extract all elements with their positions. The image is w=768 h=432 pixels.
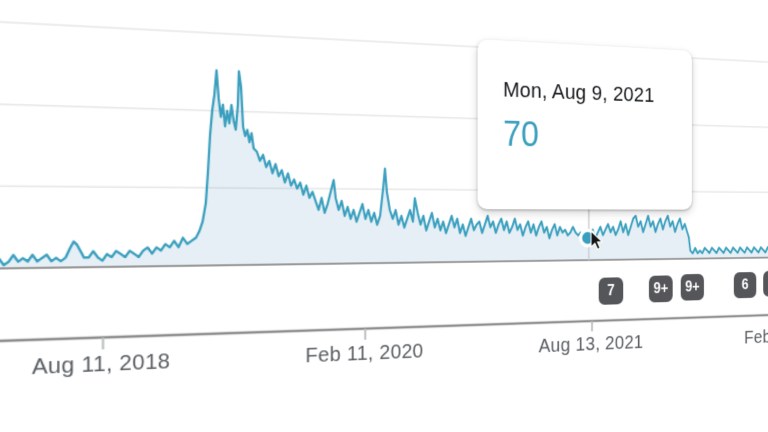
news-marker-badge[interactable]: 9+ <box>680 273 704 301</box>
tooltip-value: 70 <box>503 113 539 155</box>
mouse-cursor-icon <box>590 230 603 251</box>
chart-tooltip: Mon, Aug 9, 2021 70 <box>477 39 692 210</box>
news-marker-badge-clipped[interactable] <box>763 270 768 297</box>
x-axis-label-feb-2023: Feb 13, 2023 <box>744 325 768 349</box>
news-marker-badge[interactable]: 6 <box>733 271 757 299</box>
tooltip-date: Mon, Aug 9, 2021 <box>503 77 655 107</box>
news-marker-badge[interactable]: 7 <box>598 277 624 305</box>
news-marker-badge[interactable]: 9+ <box>648 275 673 303</box>
